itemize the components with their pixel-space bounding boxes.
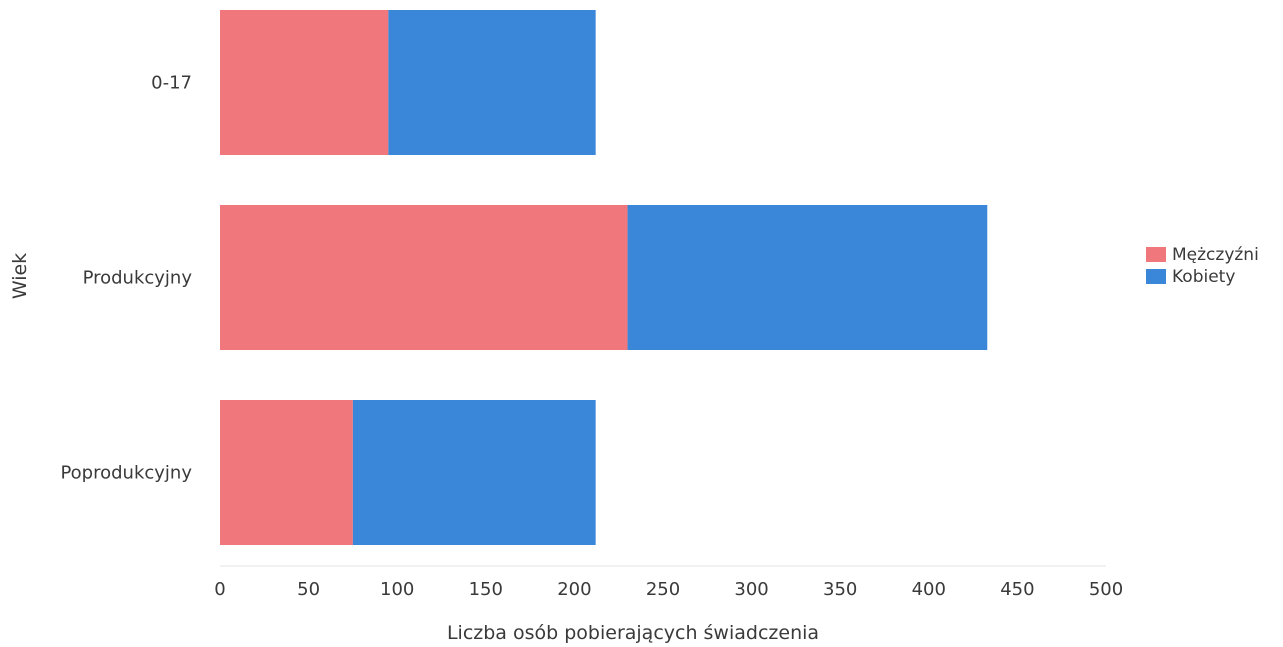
x-tick-label: 250 [646, 579, 680, 600]
y-axis-title: Wiek [9, 253, 31, 299]
x-tick-label: 100 [380, 579, 414, 600]
x-tick-label: 200 [557, 579, 591, 600]
x-tick-label: 400 [912, 579, 946, 600]
bar-men-2 [220, 400, 353, 545]
bar-women-0 [388, 10, 596, 155]
legend-swatch-men [1146, 247, 1166, 262]
bar-women-2 [352, 400, 596, 545]
x-tick-label: 350 [823, 579, 857, 600]
bar-men-0 [220, 10, 389, 155]
legend-label-women: Kobiety [1172, 267, 1235, 287]
x-tick-label: 50 [297, 579, 320, 600]
x-tick-label: 0 [214, 579, 225, 600]
category-labels: 0-17 Produkcyjny Poprodukcyjny [60, 73, 192, 484]
x-tick-label: 300 [734, 579, 768, 600]
legend-swatch-women [1146, 269, 1166, 284]
x-tick-label: 150 [469, 579, 503, 600]
bars-layer [220, 10, 988, 545]
bar-men-1 [220, 205, 628, 350]
legend-label-men: Mężczyźni [1172, 245, 1259, 265]
category-label: Produkcyjny [83, 268, 193, 289]
x-tick-label: 450 [1000, 579, 1034, 600]
x-tick-labels: 0 50 100 150 200 250 300 350 400 450 500 [214, 579, 1123, 600]
x-axis-title: Liczba osób pobierających świadczenia [447, 622, 819, 644]
x-tick-label: 500 [1089, 579, 1123, 600]
category-label: Poprodukcyjny [60, 463, 192, 484]
category-label: 0-17 [151, 73, 192, 94]
bar-women-1 [627, 205, 988, 350]
